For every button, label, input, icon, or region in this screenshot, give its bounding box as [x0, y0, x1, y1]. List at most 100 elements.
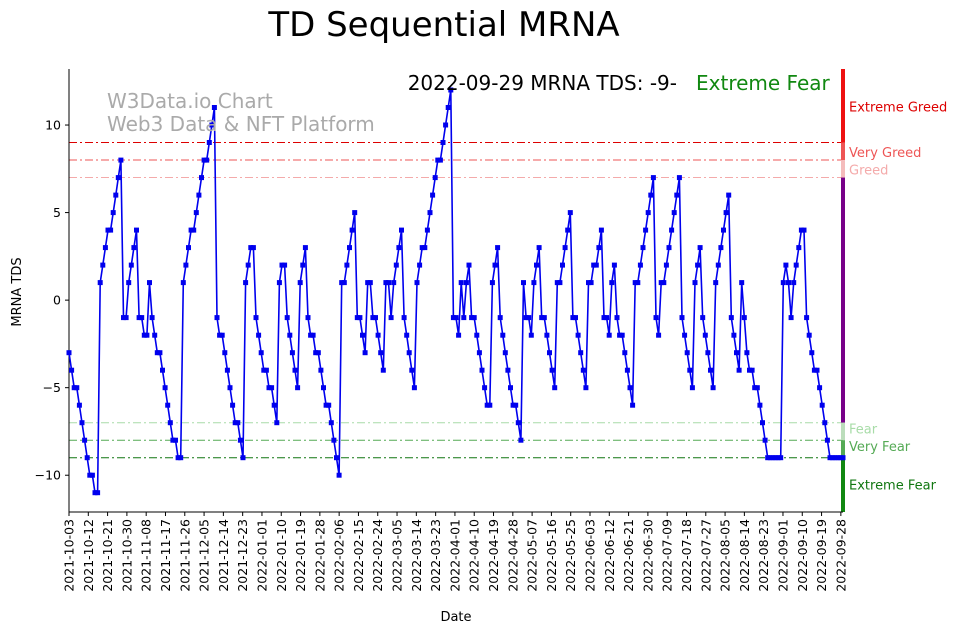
data-point [448, 87, 454, 93]
data-point [191, 227, 197, 233]
data-point [437, 157, 443, 163]
x-tick-label: 2022-04-10 [467, 519, 482, 592]
data-point [375, 332, 381, 338]
data-point [149, 315, 155, 321]
data-point [341, 280, 347, 286]
data-point [760, 420, 765, 426]
x-tick-label: 2022-09-01 [775, 519, 790, 592]
data-point [528, 332, 534, 338]
data-point [87, 472, 93, 478]
data-point [653, 315, 659, 321]
data-point [95, 490, 101, 496]
header-annotation: 2022-09-29 MRNA TDS: -9- [408, 71, 677, 95]
data-point [92, 490, 98, 496]
data-point [695, 262, 701, 268]
data-point [196, 192, 202, 198]
data-point [331, 437, 337, 443]
data-point [110, 210, 116, 216]
data-point [419, 245, 425, 251]
data-point [121, 315, 126, 321]
data-point [617, 332, 623, 338]
data-point [505, 367, 511, 373]
data-point [482, 385, 488, 391]
data-point [97, 280, 103, 286]
x-tick-label: 2022-09-28 [833, 519, 848, 592]
x-tick-label: 2022-07-09 [660, 519, 675, 592]
data-point [224, 367, 230, 373]
data-point [580, 367, 586, 373]
data-point [775, 455, 781, 461]
data-point [513, 402, 519, 408]
data-point [510, 402, 516, 408]
data-point [393, 262, 399, 268]
data-point [167, 420, 173, 426]
data-point [227, 385, 233, 391]
data-point [684, 350, 690, 356]
data-point [89, 472, 95, 478]
x-tick-label: 2022-06-12 [602, 519, 617, 592]
data-point [835, 455, 841, 461]
x-tick-label: 2022-02-15 [351, 519, 366, 592]
data-point [648, 192, 654, 198]
data-point [422, 245, 428, 251]
x-tick-label: 2021-12-23 [235, 519, 250, 592]
data-point [609, 280, 615, 286]
data-point [243, 280, 249, 286]
data-point [71, 385, 77, 391]
data-point [440, 140, 446, 145]
data-point [417, 262, 423, 268]
data-point [476, 350, 482, 356]
data-point [365, 280, 371, 286]
zone-label: Fear [849, 423, 878, 438]
y-tick-label: 0 [53, 293, 61, 308]
data-point [702, 332, 708, 338]
data-point [458, 280, 464, 286]
data-point [321, 385, 326, 391]
data-point [786, 280, 791, 286]
data-point [323, 402, 329, 408]
data-point [141, 332, 147, 338]
x-tick-label: 2022-03-14 [409, 519, 424, 592]
zone-bar-segment [841, 177, 845, 423]
data-point [687, 367, 693, 373]
x-tick-label: 2022-06-03 [583, 519, 598, 592]
data-point [570, 315, 576, 321]
data-point [767, 455, 773, 461]
x-tick-label: 2022-08-05 [718, 519, 733, 592]
data-point [666, 245, 672, 251]
watermark-line2: Web3 Data & NFT Platform [107, 112, 375, 136]
x-tick-label: 2021-11-08 [139, 519, 154, 592]
data-point [817, 385, 823, 391]
data-point [406, 350, 412, 356]
data-point [430, 192, 436, 198]
data-point [173, 437, 178, 443]
data-point [360, 332, 365, 338]
data-point [484, 402, 490, 408]
data-point [300, 262, 306, 268]
x-tick-label: 2022-02-24 [370, 519, 385, 592]
data-point [679, 315, 685, 321]
data-point [832, 455, 838, 461]
data-point [466, 262, 472, 268]
data-point [357, 315, 363, 321]
data-point [747, 367, 752, 373]
data-point [741, 315, 747, 321]
data-point [401, 315, 407, 321]
data-point [414, 280, 420, 286]
data-point [601, 315, 607, 321]
data-point [339, 280, 345, 286]
reference-lines [69, 142, 843, 459]
data-point [258, 350, 264, 356]
x-tick-label: 2021-10-03 [62, 519, 77, 592]
data-point [453, 315, 459, 321]
data-point [256, 332, 262, 338]
data-point [718, 245, 724, 251]
data-point [378, 350, 384, 356]
data-point [554, 280, 560, 286]
data-point [536, 245, 542, 251]
zone-bar-segment [841, 160, 845, 178]
y-ticks: −10 −5 0 5 10 [35, 118, 69, 483]
data-point [611, 262, 617, 268]
data-point [814, 367, 820, 373]
data-point [671, 210, 677, 216]
